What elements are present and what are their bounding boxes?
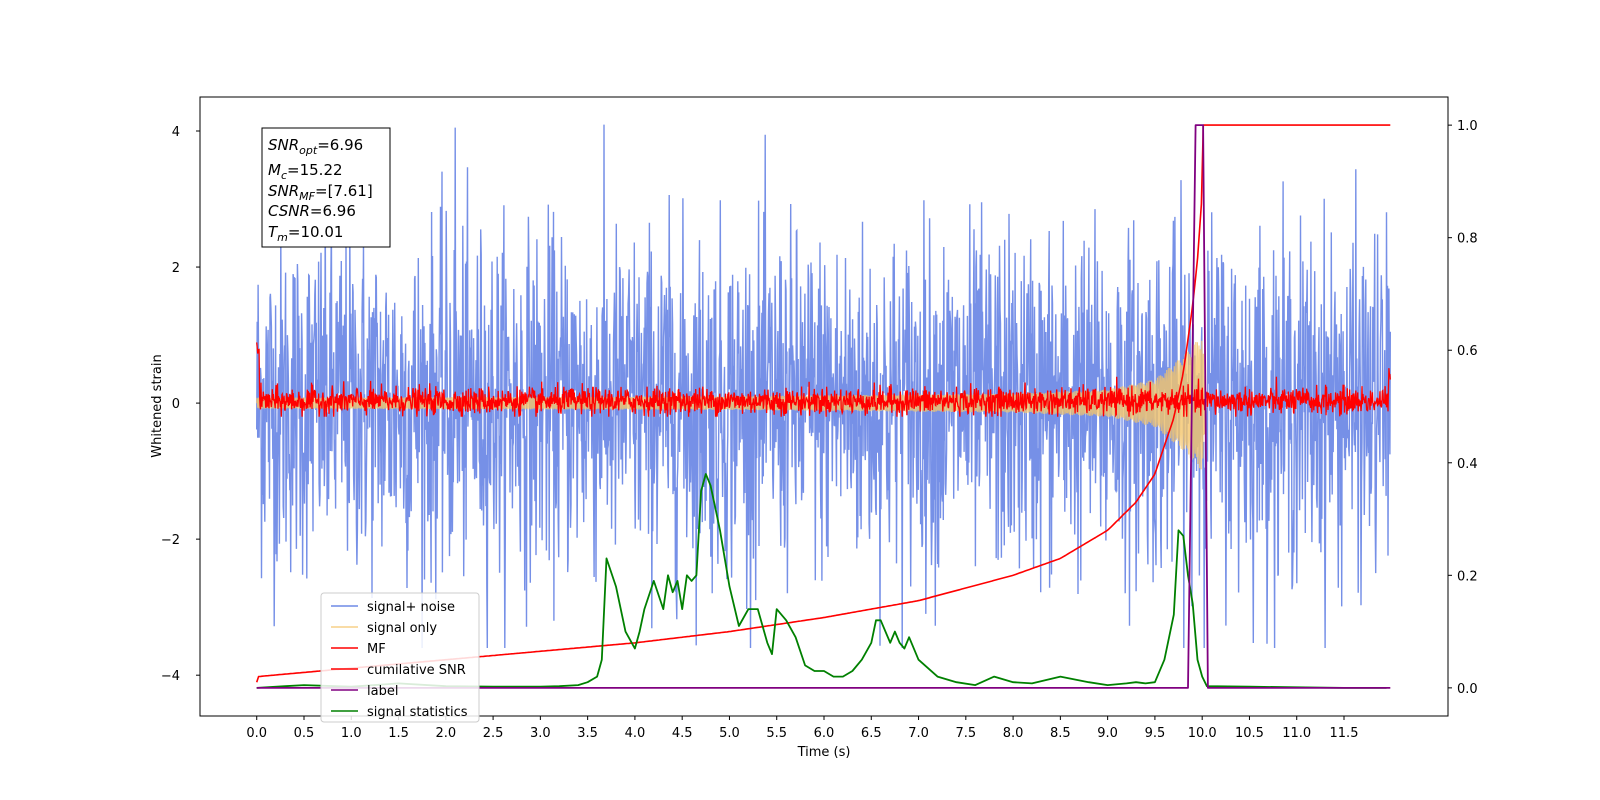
x-tick-label: 5.5 (766, 726, 787, 741)
x-tick-label: 7.5 (955, 726, 976, 741)
info-box-frame (261, 127, 391, 248)
series-mf (256, 342, 1391, 418)
info-csnr: CSNR=6.96 (268, 202, 356, 220)
info-tm: Tm=10.01 (268, 223, 343, 244)
x-tick-label: 1.5 (388, 726, 409, 741)
x-tick-label: 8.0 (1003, 726, 1024, 741)
y-axis-left: 4 2 0 −2 −4 (161, 125, 200, 684)
x-tick-label: 2.0 (435, 726, 456, 741)
legend-label: MF (367, 642, 386, 657)
y2-tick-label: 0.0 (1457, 682, 1478, 697)
y-axis-right: 1.0 0.8 0.6 0.4 0.2 0.0 (1448, 119, 1478, 697)
x-tick-label: 6.5 (861, 726, 882, 741)
x-tick-label: 4.0 (625, 726, 646, 741)
x-tick-label: 2.5 (483, 726, 504, 741)
x-tick-label: 8.5 (1050, 726, 1071, 741)
x-tick-label: 1.0 (341, 726, 362, 741)
x-tick-label: 9.0 (1097, 726, 1118, 741)
y2-tick-label: 0.8 (1457, 232, 1478, 247)
x-tick-label: 5.0 (719, 726, 740, 741)
legend-frame (320, 592, 480, 723)
y-tick-label: 0 (172, 397, 180, 412)
legend-label: label (367, 684, 398, 699)
y2-tick-label: 0.2 (1457, 569, 1478, 584)
x-axis-label: Time (s) (797, 745, 851, 760)
x-tick-label: 9.5 (1145, 726, 1166, 741)
series-signal-noise (256, 124, 1391, 649)
x-tick-label: 10.0 (1188, 726, 1217, 741)
x-tick-label: 0.0 (246, 726, 267, 741)
x-tick-label: 10.5 (1235, 726, 1264, 741)
y-tick-label: 2 (172, 261, 180, 276)
y-axis-label: Whitened strain (150, 354, 165, 457)
info-snr-mf: SNRMF=[7.61] (268, 182, 373, 203)
y2-tick-label: 1.0 (1457, 119, 1478, 134)
legend-label: signal only (367, 621, 437, 636)
legend-label: signal statistics (367, 705, 468, 720)
x-tick-label: 11.5 (1330, 726, 1359, 741)
y2-tick-label: 0.6 (1457, 344, 1478, 359)
x-tick-label: 6.0 (814, 726, 835, 741)
legend: signal+ noise signal only MF cumilative SNR… (320, 592, 480, 723)
x-tick-label: 0.5 (294, 726, 315, 741)
y2-tick-label: 0.4 (1457, 457, 1478, 472)
series-signal-statistics (256, 473, 1387, 689)
legend-label: signal+ noise (367, 600, 455, 615)
info-box: SNRopt=6.96 Mc=15.22 SNRMF=[7.61] CSNR=6… (261, 127, 391, 248)
x-tick-label: 4.5 (672, 726, 693, 741)
x-tick-label: 7.0 (908, 726, 929, 741)
y-tick-label: 4 (172, 125, 180, 140)
info-snr-opt: SNRopt=6.96 (268, 136, 363, 157)
x-tick-label: 3.0 (530, 726, 551, 741)
legend-label: cumilative SNR (367, 663, 466, 678)
x-tick-label: 3.5 (577, 726, 598, 741)
y-tick-label: −4 (161, 669, 180, 684)
y-tick-label: −2 (161, 533, 180, 548)
info-mc: Mc=15.22 (268, 161, 343, 182)
x-tick-label: 11.0 (1282, 726, 1311, 741)
x-axis: 0.0 0.5 1.0 1.5 2.0 2.5 3.0 3.5 4.0 4.5 5.0 5.5 6.0 6… (246, 716, 1358, 741)
series-label (256, 124, 1391, 689)
